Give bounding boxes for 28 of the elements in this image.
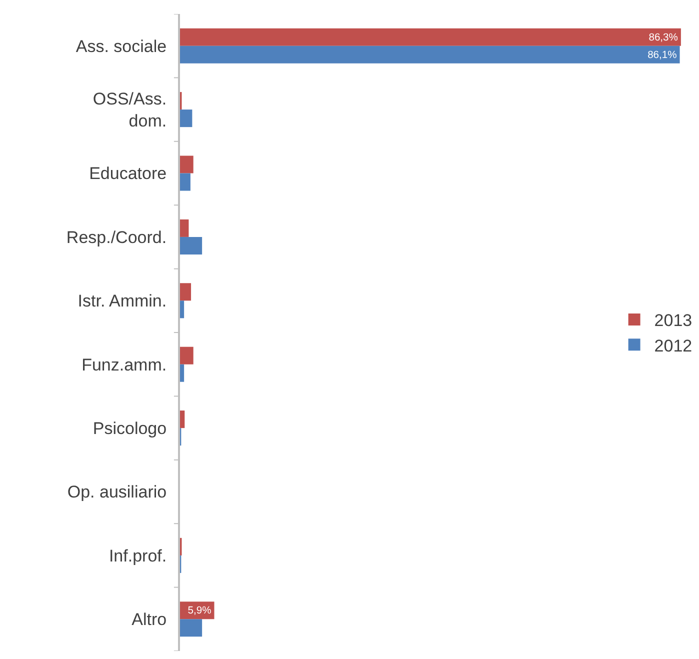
y-tick-label: Altro	[132, 610, 167, 630]
y-tick-label: Op. ausiliario	[67, 482, 167, 502]
bar	[180, 346, 194, 364]
y-tick-label: Funz.amm.	[82, 355, 167, 374]
data-label: 86,3%	[648, 32, 678, 44]
y-tick-label: Educatore	[89, 164, 167, 184]
y-tick-label: Psicologo	[92, 419, 167, 438]
y-tick-label: OSS/Ass. dom.	[92, 89, 167, 131]
bar	[180, 410, 185, 428]
data-label: 86,1%	[648, 50, 677, 61]
y-tick-label: Ass. sociale	[76, 36, 167, 56]
bar	[180, 156, 194, 174]
bar	[180, 110, 192, 128]
bar	[180, 28, 681, 46]
bar	[180, 236, 202, 254]
y-tick-label: Istr. Ammin.	[78, 292, 167, 311]
bar	[180, 219, 189, 237]
legend-label: 2013	[654, 311, 692, 330]
legend-label: 2012	[654, 336, 692, 356]
bar	[180, 173, 190, 191]
bar	[180, 300, 184, 318]
bar	[180, 364, 184, 382]
data-label: 5,9%	[188, 606, 212, 617]
y-tick-label: Resp./Coord.	[66, 228, 167, 247]
y-tick-label: Inf.prof.	[108, 546, 167, 566]
bar	[180, 619, 202, 637]
bar	[180, 283, 192, 301]
bar	[180, 46, 680, 64]
